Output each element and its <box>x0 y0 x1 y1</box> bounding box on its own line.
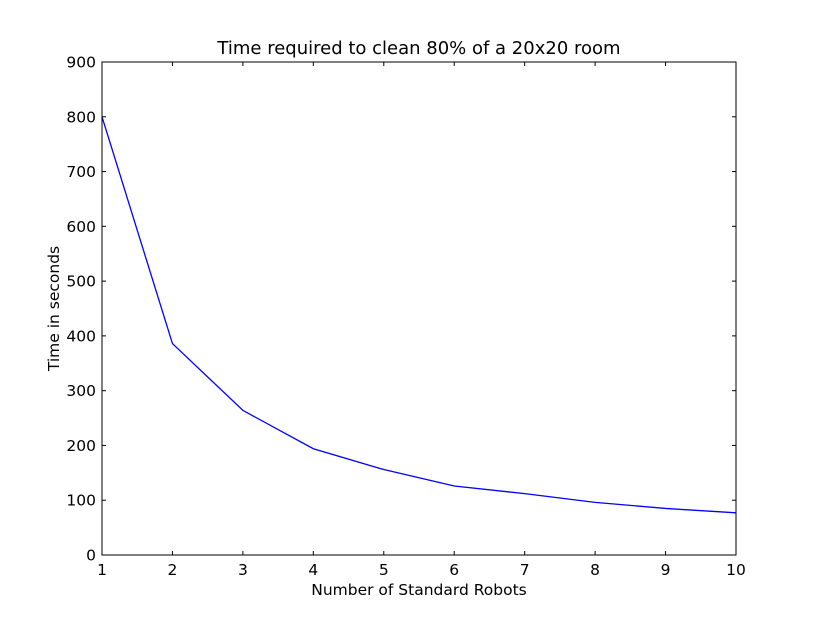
x-tick-label: 1 <box>97 561 107 579</box>
x-tick-label: 8 <box>590 561 600 579</box>
x-tick-label: 2 <box>168 561 178 579</box>
x-tick-label: 4 <box>308 561 318 579</box>
x-tick-label: 5 <box>379 561 389 579</box>
x-tick-label: 7 <box>520 561 530 579</box>
y-tick-label: 500 <box>66 273 96 291</box>
series-layer <box>101 116 737 514</box>
chart-title: Time required to clean 80% of a 20x20 ro… <box>216 38 620 59</box>
y-tick-label: 900 <box>66 54 96 72</box>
y-tick-label: 300 <box>66 382 96 400</box>
x-tick-label: 10 <box>726 561 746 579</box>
y-tick-label: 400 <box>66 327 96 345</box>
y-tick-label: 800 <box>66 108 96 126</box>
series-line <box>101 116 737 514</box>
plot-area-frame <box>101 61 737 556</box>
y-tick-label: 0 <box>86 547 96 565</box>
y-tick-label: 200 <box>66 437 96 455</box>
x-axis-label: Number of Standard Robots <box>311 581 527 599</box>
y-axis-label: Time in seconds <box>45 246 63 372</box>
y-tick-label: 100 <box>66 492 96 510</box>
x-tick-label: 3 <box>238 561 248 579</box>
y-tick-label: 700 <box>66 163 96 181</box>
x-tick-label: 6 <box>449 561 459 579</box>
y-tick-label: 600 <box>66 218 96 236</box>
x-tick-label: 9 <box>661 561 671 579</box>
